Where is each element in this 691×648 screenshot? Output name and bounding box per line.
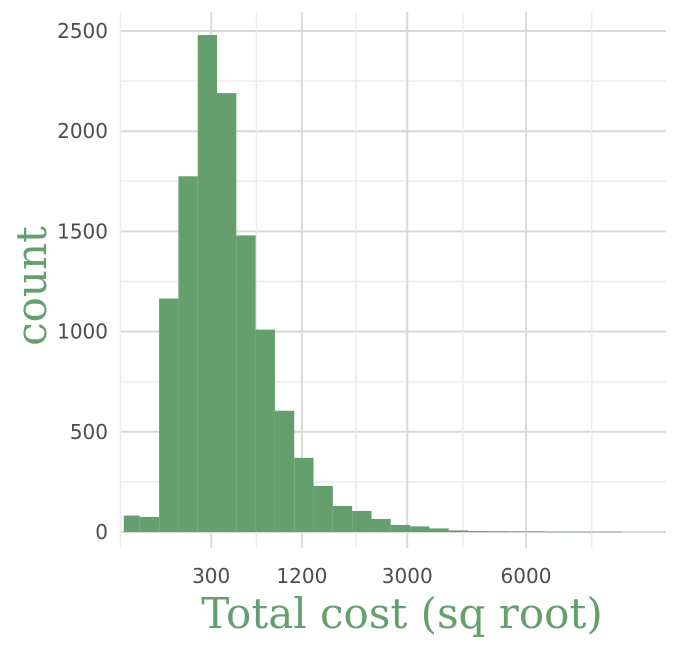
histogram-bar — [294, 457, 314, 532]
histogram-bar — [564, 531, 584, 533]
x-tick-label: 1200 — [276, 564, 327, 588]
y-tick-label: 1000 — [57, 320, 108, 344]
histogram-bar — [506, 531, 526, 532]
x-tick-label: 3000 — [382, 564, 433, 588]
histogram-bar — [429, 528, 449, 532]
histogram-bar — [255, 329, 275, 532]
y-tick-label: 500 — [70, 420, 108, 444]
histogram-bar — [410, 526, 430, 532]
x-tick-labels: 300 1200 3000 6000 — [192, 564, 551, 588]
histogram-bar — [313, 485, 333, 532]
histogram-bar — [178, 176, 198, 533]
histogram-bar — [197, 35, 218, 533]
histogram-bar — [217, 93, 237, 533]
histogram-bar — [371, 518, 391, 532]
histogram-bar — [332, 505, 353, 532]
histogram-bar — [159, 298, 179, 532]
histogram-bar — [352, 510, 372, 532]
y-tick-label: 2500 — [57, 19, 108, 43]
histogram-bar — [274, 410, 295, 532]
bars-layer — [123, 35, 623, 533]
y-axis-label: count — [7, 226, 56, 346]
histogram-bar — [467, 530, 488, 532]
histogram-bar — [123, 515, 140, 532]
histogram-bar — [487, 531, 507, 532]
x-tick-label: 6000 — [501, 564, 552, 588]
histogram-bar — [603, 531, 623, 533]
histogram-bar — [525, 531, 546, 532]
x-tick-label: 300 — [192, 564, 230, 588]
x-axis-label: Total cost (sq root) — [201, 589, 602, 638]
histogram-bar — [390, 524, 411, 532]
histogram-bar — [448, 530, 468, 532]
y-tick-labels: 0 500 1000 1500 2000 2500 — [57, 19, 108, 544]
histogram-bar — [236, 235, 256, 532]
histogram-bar — [545, 531, 565, 533]
histogram-bar — [139, 516, 160, 532]
y-tick-label: 2000 — [57, 119, 108, 143]
histogram-bar — [583, 531, 604, 533]
y-tick-label: 0 — [95, 520, 108, 544]
y-tick-label: 1500 — [57, 219, 108, 243]
